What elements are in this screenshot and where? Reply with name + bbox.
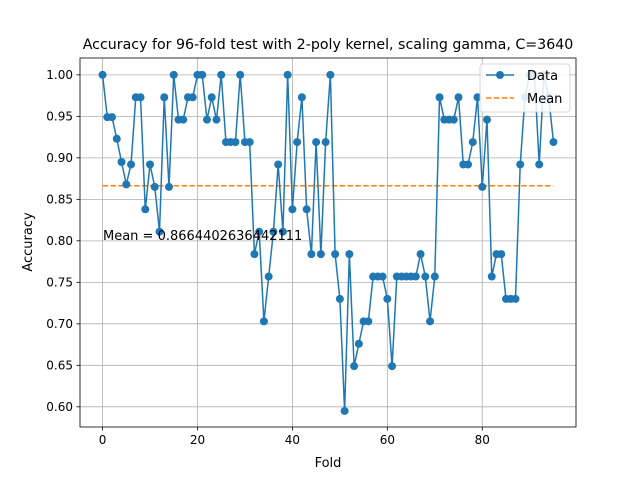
data-point [350, 362, 359, 371]
y-tick-label: 0.95 [46, 110, 73, 124]
data-point [449, 115, 458, 124]
y-tick-label: 0.90 [46, 151, 73, 165]
data-point [127, 160, 136, 169]
data-point [421, 272, 430, 281]
y-tick-label: 0.80 [46, 234, 73, 248]
data-point [212, 115, 221, 124]
data-point [160, 93, 169, 102]
data-point [383, 294, 392, 303]
data-point [464, 160, 473, 169]
data-point [549, 138, 558, 147]
data-point [112, 134, 121, 143]
y-tick-label: 0.75 [46, 276, 73, 290]
x-tick-label: 80 [475, 433, 490, 447]
data-point [250, 250, 259, 259]
data-point [283, 70, 292, 79]
data-point [259, 317, 268, 326]
data-point [535, 160, 544, 169]
data-point [430, 272, 439, 281]
data-point [255, 227, 264, 236]
data-point [497, 250, 506, 259]
data-point [483, 115, 492, 124]
data-point [312, 138, 321, 147]
data-series [101, 74, 555, 412]
data-point [122, 180, 131, 189]
x-tick-label: 0 [99, 433, 107, 447]
data-point [326, 70, 335, 79]
data-point [331, 250, 340, 259]
data-point [340, 406, 349, 415]
data-point [468, 138, 477, 147]
data-point [169, 70, 178, 79]
data-point [302, 205, 311, 214]
data-line [101, 74, 555, 412]
data-point [136, 93, 145, 102]
data-point [269, 227, 278, 236]
data-point [321, 138, 330, 147]
data-point [354, 339, 363, 348]
data-point [388, 362, 397, 371]
legend-mean-label: Mean [527, 92, 562, 107]
plot-frame [79, 57, 577, 428]
data-point [316, 250, 325, 259]
data-point [473, 93, 482, 102]
y-tick-label: 0.65 [46, 359, 73, 373]
data-point [179, 115, 188, 124]
data-point [98, 70, 107, 79]
data-point [150, 182, 159, 191]
legend-data-marker [496, 71, 504, 79]
data-point [345, 250, 354, 259]
data-point [245, 138, 254, 147]
data-point [264, 272, 273, 281]
data-point [217, 70, 226, 79]
data-point [297, 93, 306, 102]
data-point [307, 250, 316, 259]
data-point [117, 157, 126, 166]
x-tick-label: 20 [190, 433, 205, 447]
chart-title: Accuracy for 96-fold test with 2-poly ke… [83, 37, 574, 53]
data-point [454, 93, 463, 102]
y-axis-ticks: 0.60 0.65 0.70 0.75 0.80 0.85 0.90 0.95 1.00 [46, 68, 80, 414]
data-point [478, 182, 487, 191]
x-axis-ticks: 0 20 40 60 80 [99, 427, 490, 447]
data-point [274, 160, 283, 169]
data-point [236, 70, 245, 79]
data-point [426, 317, 435, 326]
data-points [98, 70, 558, 415]
y-tick-label: 0.70 [46, 317, 73, 331]
data-point [293, 138, 302, 147]
data-point [198, 70, 207, 79]
data-point [364, 317, 373, 326]
x-tick-label: 60 [380, 433, 395, 447]
data-point [516, 160, 525, 169]
data-point [207, 93, 216, 102]
data-point [155, 227, 164, 236]
data-point [278, 227, 287, 236]
legend-data-label: Data [527, 69, 558, 84]
data-point [108, 113, 117, 122]
y-tick-label: 1.00 [46, 68, 73, 82]
data-point [411, 272, 420, 281]
data-point [335, 294, 344, 303]
data-point [435, 93, 444, 102]
data-point [146, 160, 155, 169]
data-point [288, 205, 297, 214]
y-tick-label: 0.60 [46, 400, 73, 414]
legend: Data Mean [479, 63, 571, 113]
y-axis-label: Accuracy [21, 212, 36, 272]
y-tick-label: 0.85 [46, 193, 73, 207]
data-point [231, 138, 240, 147]
data-point [188, 93, 197, 102]
data-point [164, 182, 173, 191]
data-point [202, 115, 211, 124]
data-point [511, 294, 520, 303]
data-point [378, 272, 387, 281]
x-tick-label: 40 [285, 433, 300, 447]
data-point [487, 272, 496, 281]
mean-annotation: Mean = 0.8664402636442111 [103, 229, 302, 244]
x-axis-label: Fold [315, 456, 342, 471]
data-point [141, 205, 150, 214]
data-point [416, 250, 425, 259]
